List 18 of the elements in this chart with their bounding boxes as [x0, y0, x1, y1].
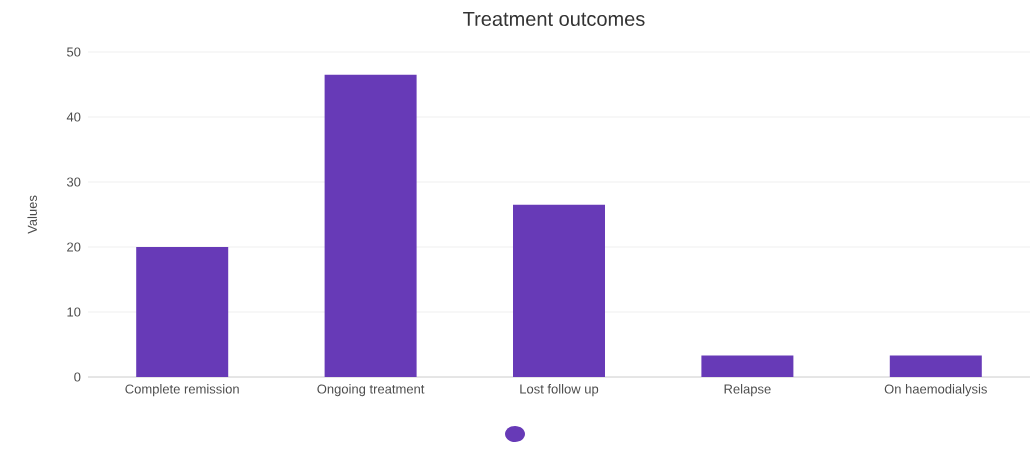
x-tick-label: On haemodialysis	[884, 384, 987, 397]
bar	[136, 247, 229, 377]
y-tick-label: 0	[74, 372, 81, 382]
bar	[513, 204, 605, 377]
y-axis-title: Values	[27, 195, 37, 234]
bar	[324, 74, 417, 377]
x-tick-label: Relapse	[724, 384, 771, 397]
y-tick-label: 30	[66, 177, 81, 187]
bar	[701, 355, 794, 377]
chart-title: Treatment outcomes	[463, 12, 645, 26]
x-tick-label: Ongoing treatment	[317, 384, 425, 397]
x-tick-label: Complete remission	[125, 384, 239, 397]
y-tick-label: 50	[67, 47, 81, 57]
y-tick-label: 40	[66, 112, 81, 122]
bar	[889, 355, 982, 377]
y-tick-label: 10	[67, 307, 81, 317]
y-tick-label: 20	[67, 242, 81, 252]
x-tick-label: Lost follow up	[520, 384, 599, 397]
